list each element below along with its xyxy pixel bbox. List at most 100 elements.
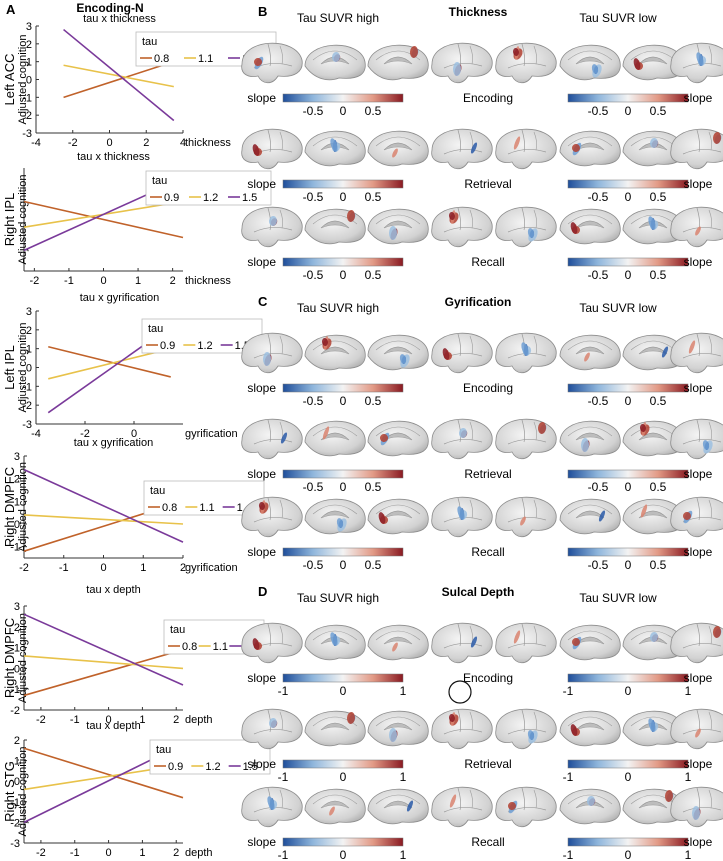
activation-blob xyxy=(452,62,462,76)
header-tau-high: Tau SUVR high xyxy=(297,301,379,315)
y-axis-label: Adjusted cognition xyxy=(17,323,29,413)
colorbar-tick-label: -0.5 xyxy=(303,394,324,408)
x-tick-label: 0 xyxy=(100,275,106,287)
brain-surface xyxy=(559,420,621,457)
x-tick-label: 0 xyxy=(100,562,106,574)
activation-blob xyxy=(346,712,356,724)
activation-blob xyxy=(648,718,656,732)
line-plot-5: tau x depth 3 2 1 0 -1 -2 -2 -1 0 1 2 depth Right DMP… xyxy=(2,584,265,726)
legend-entry: 1.1 xyxy=(199,502,214,514)
brain-surface xyxy=(367,498,429,535)
brain-surface xyxy=(670,708,723,750)
activation-blob xyxy=(392,148,398,158)
y-tick-label: 2 xyxy=(14,474,20,486)
y-tick-label: -2 xyxy=(22,400,32,412)
colorbar-tick-label: -1 xyxy=(278,770,289,784)
colorbar: -0.5 0 0.5 xyxy=(567,179,689,204)
colorbar-tick-label: 0 xyxy=(625,190,632,204)
colorbar-gradient xyxy=(282,837,404,847)
y-tick-label: 3 xyxy=(26,21,32,33)
header-tau-low: Tau SUVR low xyxy=(579,301,657,315)
brain-surface xyxy=(304,420,366,457)
row-label: Right DMPFC xyxy=(2,618,17,698)
colorbar-tick-label: 0.5 xyxy=(650,394,667,408)
brain-surface xyxy=(367,44,429,81)
activation-blob xyxy=(406,800,414,812)
brain-surface xyxy=(670,418,723,460)
colorbar-gradient xyxy=(567,547,689,557)
slope-label-left: slope xyxy=(247,381,276,395)
panel-title: Thickness xyxy=(449,5,508,19)
brain-surface xyxy=(559,334,621,371)
legend-entry: 1.5 xyxy=(242,192,257,204)
activation-blob xyxy=(409,46,419,58)
colorbar-tick-label: 0.5 xyxy=(650,190,667,204)
y-tick-label: -2 xyxy=(10,817,20,829)
legend-entry: 0.8 xyxy=(162,502,177,514)
panel-title: Sulcal Depth xyxy=(442,585,515,599)
header-tau-high: Tau SUVR high xyxy=(297,11,379,25)
colorbar: -1 0 1 xyxy=(563,759,692,784)
series-line-0.8 xyxy=(23,648,184,697)
colorbar: -0.5 0 0.5 xyxy=(567,547,689,572)
activation-blob xyxy=(648,216,656,230)
brain-surface xyxy=(622,710,684,747)
brain-surface xyxy=(431,128,493,170)
x-tick-label: 1 xyxy=(140,562,146,574)
slope-label-right: slope xyxy=(684,255,713,269)
colorbar-tick-label: 0 xyxy=(340,848,347,861)
slope-label-right: slope xyxy=(684,381,713,395)
y-tick-label: 1 xyxy=(26,57,32,69)
legend-box xyxy=(145,170,272,206)
y-tick-label: -1 xyxy=(10,684,20,696)
x-tick-label: -4 xyxy=(31,428,41,440)
brain-surface xyxy=(431,418,493,460)
y-tick-label: -2 xyxy=(10,705,20,717)
y-tick-label: -3 xyxy=(10,838,20,850)
series-line-1.4 xyxy=(23,468,184,543)
panel-letter-a: A xyxy=(6,2,16,17)
y-tick-label: 0 xyxy=(14,776,20,788)
brain-surface xyxy=(495,206,557,248)
activation-blob xyxy=(683,512,691,520)
activation-blob xyxy=(537,422,547,434)
colorbar-gradient xyxy=(282,547,404,557)
y-tick-label: 3 xyxy=(14,451,20,463)
colorbar-tick-label: 0 xyxy=(625,480,632,494)
colorbar-tick-label: 0 xyxy=(625,394,632,408)
colorbar-tick-label: 0 xyxy=(340,190,347,204)
series-line-1.4 xyxy=(23,613,184,686)
activation-blob xyxy=(664,790,674,802)
colorbar: -0.5 0 0.5 xyxy=(282,547,404,572)
y-tick-label: -3 xyxy=(22,419,32,431)
colorbar-gradient xyxy=(282,257,404,267)
colorbar-tick-label: -1 xyxy=(563,770,574,784)
legend-title: tau xyxy=(150,485,165,497)
colorbar: -0.5 0 0.5 xyxy=(282,179,404,204)
colorbar-tick-label: 0 xyxy=(340,684,347,698)
x-tick-label: -2 xyxy=(36,847,46,859)
activation-blob xyxy=(527,228,535,238)
colorbar-tick-label: 0 xyxy=(625,268,632,282)
legend-entry: 0.9 xyxy=(168,761,183,773)
colorbar-tick-label: 0 xyxy=(625,848,632,861)
colorbar-tick-label: 0.5 xyxy=(365,558,382,572)
brain-surface xyxy=(495,708,557,750)
activation-blob xyxy=(513,136,521,150)
brain-surface xyxy=(304,498,366,535)
brain-surface xyxy=(670,42,723,84)
brain-surface xyxy=(622,208,684,245)
activation-blob xyxy=(639,424,647,432)
x-axis-label: thickness xyxy=(185,275,231,287)
activation-blob xyxy=(527,730,535,740)
activation-blob xyxy=(649,138,659,148)
x-tick-label: -4 xyxy=(31,137,41,149)
brain-surface xyxy=(622,130,684,167)
series-line-0.9 xyxy=(48,346,171,378)
slope-label-right: slope xyxy=(684,671,713,685)
colorbar-tick-label: -0.5 xyxy=(588,190,609,204)
brain-surface xyxy=(495,786,557,828)
brain-surface xyxy=(559,624,621,661)
